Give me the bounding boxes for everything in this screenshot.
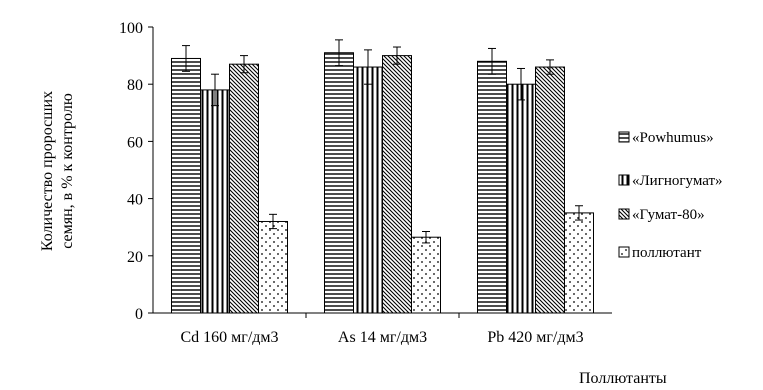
bar [411,236,441,314]
y-tick-label: 20 [127,249,143,266]
bar [200,89,230,314]
legend-swatch [618,131,630,143]
legend-swatch [618,174,630,186]
x-category-label: Pb 420 мг/дм3 [487,329,583,346]
y-tick-label: 40 [127,192,143,209]
bar [324,52,354,314]
legend-label: «Лигногумат» [632,173,723,189]
bar [353,66,383,314]
y-axis-title: Количество проросших семян, в % к контро… [39,91,76,251]
bar [506,83,536,314]
bar [258,220,288,314]
bar [564,212,594,314]
y-tick-label: 60 [127,134,143,151]
bar [382,55,412,314]
y-tick-label: 80 [127,77,143,94]
bar [535,66,565,314]
y-axis-title-line-2: семян, в % к контролю [59,93,76,249]
legend-label: «Гумат-80» [632,207,705,223]
x-category-label: As 14 мг/дм3 [338,329,427,346]
x-axis-title: Поллютанты [579,370,667,387]
legend-swatch [618,246,630,258]
y-axis-title-line-1: Количество проросших [39,91,56,251]
y-tick-label: 100 [119,20,143,37]
bar [229,63,259,314]
legend-swatch [618,208,630,220]
y-tick-label: 0 [135,306,143,323]
legend-label: поллютант [632,245,702,261]
bar [477,60,507,314]
legend-label: «Powhumus» [632,130,714,146]
x-category-label: Cd 160 мг/дм3 [180,329,278,346]
bar [171,57,201,314]
